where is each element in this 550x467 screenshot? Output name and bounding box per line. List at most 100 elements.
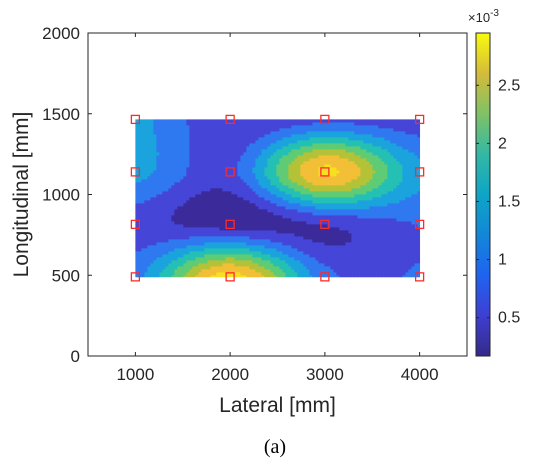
heatmap-cell — [162, 128, 166, 132]
heatmap-cell — [348, 143, 352, 147]
heatmap-cell — [198, 140, 202, 144]
heatmap-cell — [171, 134, 175, 138]
heatmap-cell — [318, 203, 322, 207]
heatmap-cell — [345, 230, 349, 234]
heatmap-cell — [378, 119, 382, 123]
heatmap-cell — [387, 203, 391, 207]
heatmap-cell — [177, 230, 181, 234]
heatmap-cell — [354, 212, 358, 216]
heatmap-cell — [258, 134, 262, 138]
heatmap-cell — [237, 212, 241, 216]
heatmap-cell — [405, 194, 409, 198]
heatmap-cell — [255, 176, 259, 180]
heatmap-cell — [351, 209, 355, 213]
heatmap-cell — [348, 203, 352, 207]
heatmap-cell — [393, 185, 397, 189]
heatmap-cell — [321, 200, 325, 204]
heatmap-cell — [390, 263, 394, 267]
heatmap-cell — [393, 143, 397, 147]
heatmap-cell — [342, 224, 346, 228]
heatmap-cell — [396, 269, 400, 273]
heatmap-cell — [237, 119, 241, 123]
heatmap-cell — [315, 128, 319, 132]
heatmap-cell — [342, 167, 346, 171]
heatmap-cell — [291, 212, 295, 216]
heatmap-cell — [219, 275, 223, 278]
heatmap-cell — [327, 155, 331, 159]
heatmap-cell — [348, 155, 352, 159]
heatmap-cell — [234, 167, 238, 171]
heatmap-cell — [318, 143, 322, 147]
heatmap-cell — [261, 149, 265, 153]
heatmap-cell — [369, 245, 373, 249]
heatmap-cell — [180, 224, 184, 228]
heatmap-cell — [141, 212, 145, 216]
heatmap-cell — [324, 119, 328, 123]
heatmap-cell — [231, 170, 235, 174]
heatmap-cell — [306, 245, 310, 249]
heatmap-cell — [282, 209, 286, 213]
heatmap-cell — [216, 143, 220, 147]
heatmap-cell — [162, 134, 166, 138]
heatmap-cell — [303, 200, 307, 204]
heatmap-cell — [291, 155, 295, 159]
heatmap-cell — [312, 137, 316, 141]
heatmap-cell — [369, 233, 373, 237]
heatmap-cell — [330, 215, 334, 219]
heatmap-cell — [282, 260, 286, 264]
heatmap-cell — [141, 167, 145, 171]
heatmap-cell — [345, 206, 349, 210]
heatmap-cell — [294, 254, 298, 258]
heatmap-cell — [255, 269, 259, 273]
heatmap-cell — [351, 224, 355, 228]
heatmap-cell — [246, 224, 250, 228]
heatmap-cell — [342, 206, 346, 210]
heatmap-cell — [303, 266, 307, 270]
heatmap-cell — [336, 272, 340, 276]
heatmap-cell — [291, 179, 295, 183]
heatmap-cell — [360, 137, 364, 141]
heatmap-cell — [255, 206, 259, 210]
heatmap-cell — [300, 260, 304, 264]
heatmap-cell — [273, 200, 277, 204]
heatmap-cell — [309, 215, 313, 219]
heatmap-cell — [216, 179, 220, 183]
heatmap-cell — [300, 266, 304, 270]
heatmap-cell — [264, 170, 268, 174]
heatmap-cell — [354, 251, 358, 255]
heatmap-cell — [321, 137, 325, 141]
heatmap-cell — [327, 122, 331, 126]
heatmap-cell — [141, 170, 145, 174]
heatmap-cell — [159, 200, 163, 204]
heatmap-cell — [228, 125, 232, 129]
heatmap-cell — [318, 137, 322, 141]
heatmap-cell — [186, 119, 190, 123]
heatmap-cell — [237, 194, 241, 198]
heatmap-cell — [261, 197, 265, 201]
heatmap-cell — [303, 167, 307, 171]
heatmap-cell — [384, 239, 388, 243]
heatmap-cell — [303, 182, 307, 186]
heatmap-cell — [300, 194, 304, 198]
heatmap-cell — [270, 236, 274, 240]
heatmap-cell — [255, 146, 259, 150]
heatmap-cell — [315, 188, 319, 192]
heatmap-cell — [408, 218, 412, 222]
heatmap-cell — [285, 158, 289, 162]
heatmap-cell — [198, 194, 202, 198]
heatmap-cell — [411, 173, 415, 177]
heatmap-cell — [249, 122, 253, 126]
heatmap-cell — [372, 254, 376, 258]
heatmap-cell — [171, 125, 175, 129]
heatmap-cell — [201, 260, 205, 264]
heatmap-cell — [384, 218, 388, 222]
heatmap-cell — [198, 167, 202, 171]
heatmap-cell — [189, 173, 193, 177]
heatmap-cell — [381, 167, 385, 171]
heatmap-cell — [216, 269, 220, 273]
heatmap-cell — [387, 149, 391, 153]
heatmap-cell — [390, 194, 394, 198]
heatmap-cell — [231, 254, 235, 258]
heatmap-cell — [339, 230, 343, 234]
heatmap-cell — [297, 185, 301, 189]
